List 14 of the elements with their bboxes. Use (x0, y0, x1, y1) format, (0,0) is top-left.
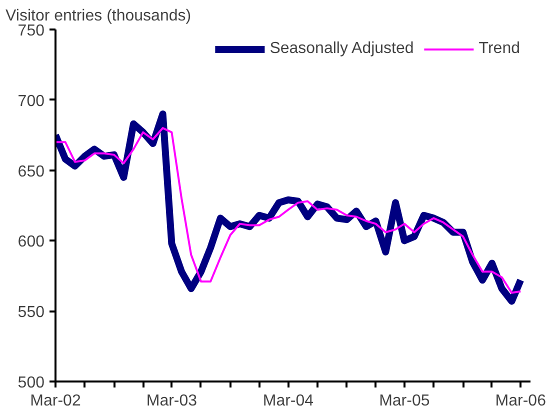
x-tick-label: Mar-04 (262, 392, 314, 410)
legend-label: Seasonally Adjusted (270, 40, 414, 58)
x-tick-label: Mar-06 (495, 392, 546, 410)
x-tick-label: Mar-03 (146, 392, 198, 410)
x-tick-label: Mar-05 (379, 392, 430, 410)
x-tick-label: Mar-02 (30, 392, 81, 410)
y-tick-label: 550 (18, 304, 45, 322)
y-axis-title: Visitor entries (thousands) (6, 8, 192, 24)
y-tick-label: 700 (18, 92, 45, 110)
y-tick-label: 750 (18, 22, 45, 40)
legend-label: Trend (478, 40, 520, 58)
y-tick-label: 600 (18, 234, 45, 251)
y-tick-label: 650 (18, 163, 45, 180)
y-tick-label: 500 (18, 374, 45, 392)
